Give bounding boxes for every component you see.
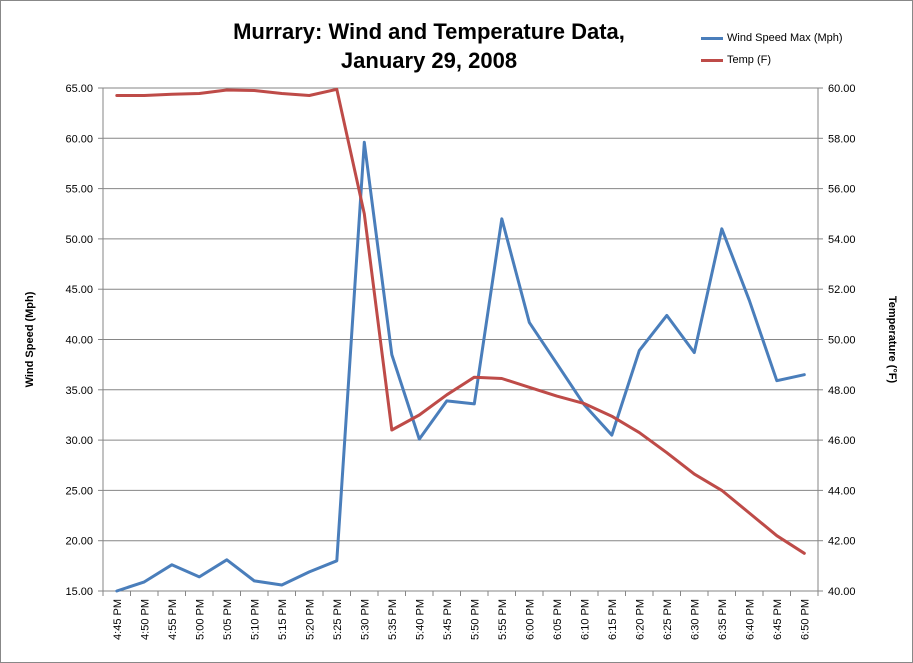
right-axis-tick-label: 42.00 — [828, 536, 856, 548]
x-axis-tick-label: 6:45 PM — [772, 599, 784, 640]
left-axis-tick-label: 65.00 — [65, 83, 93, 95]
left-axis-title: Wind Speed (Mph) — [24, 291, 36, 387]
right-axis-tick-label: 46.00 — [828, 435, 856, 447]
x-axis-tick-label: 6:40 PM — [744, 599, 756, 640]
right-axis-tick-label: 40.00 — [828, 586, 856, 598]
right-axis-tick-label: 52.00 — [828, 284, 856, 296]
chart-title: Murrary: Wind and Temperature Data, Janu… — [201, 17, 657, 75]
right-axis-tick-label: 56.00 — [828, 184, 856, 196]
x-axis-tick-label: 5:20 PM — [304, 599, 316, 640]
x-axis-tick-label: 5:50 PM — [469, 599, 481, 640]
x-axis-tick-label: 6:00 PM — [524, 599, 536, 640]
x-axis-tick-label: 5:45 PM — [442, 599, 454, 640]
left-axis-tick-label: 40.00 — [65, 335, 93, 347]
left-axis-tick-label: 55.00 — [65, 184, 93, 196]
x-axis-tick-label: 6:20 PM — [634, 599, 646, 640]
right-axis-title: Temperature (°F) — [886, 296, 898, 384]
right-axis-tick-label: 48.00 — [828, 385, 856, 397]
x-axis-tick-label: 5:05 PM — [222, 599, 234, 640]
x-axis-tick-label: 5:10 PM — [249, 599, 261, 640]
x-axis-tick-label: 5:55 PM — [497, 599, 509, 640]
x-axis-tick-label: 4:45 PM — [112, 599, 124, 640]
legend-label-wind: Wind Speed Max (Mph) — [727, 32, 843, 44]
x-axis-tick-label: 5:00 PM — [194, 599, 206, 640]
x-axis-tick-label: 6:50 PM — [799, 599, 811, 640]
legend-label-temp: Temp (F) — [727, 54, 771, 66]
left-axis-tick-label: 20.00 — [65, 536, 93, 548]
x-axis-tick-label: 6:30 PM — [689, 599, 701, 640]
legend-swatch-wind — [701, 36, 723, 40]
x-axis-tick-label: 4:55 PM — [167, 599, 179, 640]
right-axis-tick-label: 60.00 — [828, 83, 856, 95]
legend-item-wind: Wind Speed Max (Mph) — [701, 27, 843, 49]
right-axis-tick-label: 50.00 — [828, 335, 856, 347]
series-line-temperature — [115, 87, 806, 555]
legend: Wind Speed Max (Mph) Temp (F) — [701, 27, 843, 71]
left-axis-tick-label: 45.00 — [65, 284, 93, 296]
left-axis-tick-label: 30.00 — [65, 435, 93, 447]
x-axis-tick-label: 6:25 PM — [662, 599, 674, 640]
x-axis-tick-label: 5:15 PM — [277, 599, 289, 640]
chart-title-line-1: Murrary: Wind and Temperature Data, — [233, 19, 625, 44]
left-axis-tick-label: 25.00 — [65, 485, 93, 497]
right-axis-tick-label: 44.00 — [828, 485, 856, 497]
x-axis-tick-label: 5:40 PM — [414, 599, 426, 640]
right-axis-tick-label: 58.00 — [828, 133, 856, 145]
x-axis-tick-label: 5:25 PM — [332, 599, 344, 640]
x-axis-tick-label: 6:15 PM — [607, 599, 619, 640]
x-axis-tick-label: 6:10 PM — [579, 599, 591, 640]
left-axis-tick-label: 15.00 — [65, 586, 93, 598]
left-axis-tick-label: 35.00 — [65, 385, 93, 397]
x-axis-tick-label: 6:35 PM — [717, 599, 729, 640]
right-axis-tick-label: 54.00 — [828, 234, 856, 246]
left-axis-tick-label: 60.00 — [65, 133, 93, 145]
series-line-wind-speed — [115, 140, 806, 593]
x-axis-tick-label: 4:50 PM — [139, 599, 151, 640]
x-axis-tick-label: 5:35 PM — [387, 599, 399, 640]
legend-swatch-temp — [701, 58, 723, 62]
chart-title-line-2: January 29, 2008 — [340, 48, 518, 73]
x-axis-tick-label: 5:30 PM — [359, 599, 371, 640]
left-axis-tick-label: 50.00 — [65, 234, 93, 246]
legend-item-temp: Temp (F) — [701, 49, 843, 71]
x-axis-tick-label: 6:05 PM — [552, 599, 564, 640]
